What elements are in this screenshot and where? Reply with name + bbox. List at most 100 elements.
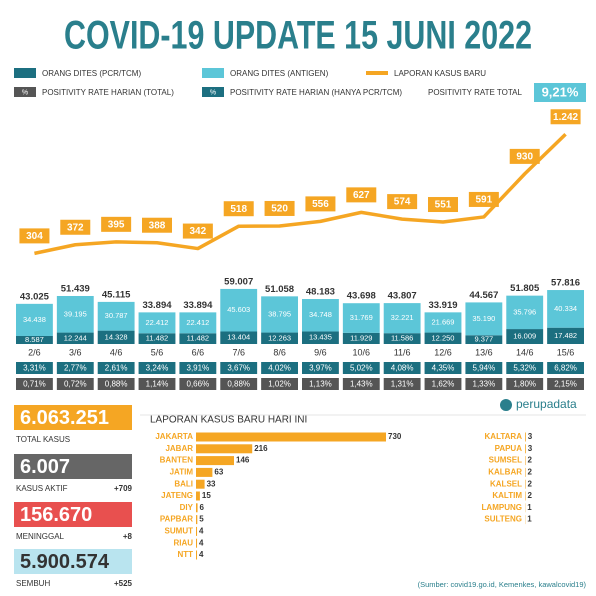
bar-antigen <box>547 290 584 328</box>
positivity-box <box>383 362 421 374</box>
cases-label: 627 <box>353 190 370 201</box>
positivity-box <box>465 378 503 390</box>
positivity-total-label: POSITIVITY RATE TOTAL <box>428 88 523 97</box>
province-value: 5 <box>199 515 204 524</box>
province-name: SUMUT <box>165 527 194 536</box>
province-bar <box>525 432 526 442</box>
stat-label: KASUS AKTIF <box>16 484 68 493</box>
stat-label: SEMBUH <box>16 579 50 588</box>
cases-label-box <box>60 219 91 235</box>
title: COVID-19 UPDATE 15 JUNI 2022 <box>64 14 532 58</box>
stat-box <box>14 405 132 430</box>
positivity-box <box>16 378 53 390</box>
province-name: RIAU <box>173 538 193 547</box>
stat-value: 6.063.251 <box>20 407 109 429</box>
province-value: 3 <box>528 444 533 453</box>
province-value: 146 <box>236 456 250 465</box>
bar-antigen <box>220 288 258 332</box>
bar-pcr <box>56 332 94 344</box>
positivity-box <box>506 378 544 390</box>
province-bar <box>196 515 198 525</box>
positivity-box <box>56 362 94 374</box>
total-label: 57.816 <box>551 278 580 289</box>
total-label: 51.058 <box>265 284 294 295</box>
positivity-value: 4,08% <box>391 364 414 373</box>
province-bar <box>196 491 200 501</box>
bar-antigen <box>16 303 53 336</box>
province-name: KALSEL <box>490 479 522 488</box>
bar-antigen <box>302 299 339 332</box>
province-name: JATIM <box>170 468 194 477</box>
stat-change: +709 <box>114 484 133 493</box>
total-label: 33.894 <box>183 300 213 311</box>
positivity-box <box>342 378 380 390</box>
bar-pcr <box>383 333 421 344</box>
antigen-label: 22.412 <box>186 318 209 327</box>
date-label: 4/6 <box>110 347 123 357</box>
positivity-box <box>302 378 339 390</box>
positivity-value: 1,33% <box>473 380 496 389</box>
cases-label: 1.242 <box>553 112 578 123</box>
date-label: 5/6 <box>151 347 164 357</box>
bar-pcr <box>97 330 135 344</box>
pcr-label: 11.482 <box>146 334 168 343</box>
legend-label: POSITIVITY RATE HARIAN (TOTAL) <box>42 88 174 97</box>
legend-swatch <box>202 68 224 78</box>
province-chart-title: LAPORAN KASUS BARU HARI INI <box>150 415 307 426</box>
cases-label: 342 <box>190 226 207 237</box>
cases-label-box <box>509 148 540 164</box>
positivity-box <box>302 362 339 374</box>
date-label: 10/6 <box>353 347 371 357</box>
legend-label: ORANG DITES (ANTIGEN) <box>230 69 329 78</box>
date-label: 9/6 <box>314 347 327 357</box>
date-label: 14/6 <box>516 347 534 357</box>
stat-label: TOTAL KASUS <box>16 435 70 444</box>
province-bar <box>525 456 526 466</box>
cases-label: 518 <box>230 204 247 215</box>
positivity-box <box>16 362 53 374</box>
bar-antigen <box>138 312 176 334</box>
positivity-value: 4,35% <box>432 364 455 373</box>
cases-label-box <box>550 109 581 125</box>
province-value: 4 <box>199 550 204 559</box>
date-label: 2/6 <box>28 347 41 357</box>
antigen-label: 40.334 <box>554 304 577 313</box>
positivity-value: 5,02% <box>350 364 373 373</box>
legend-symbol: % <box>22 89 28 96</box>
stat-change: +8 <box>123 532 133 541</box>
cases-label-box <box>19 228 50 244</box>
province-name: LAMPUNG <box>482 503 522 512</box>
positivity-value: 0,72% <box>64 380 87 389</box>
positivity-value: 1,13% <box>309 380 332 389</box>
bar-antigen <box>97 301 135 331</box>
stat-change: +525 <box>114 579 133 588</box>
date-label: 11/6 <box>394 347 411 357</box>
total-label: 48.183 <box>306 287 335 298</box>
positivity-box <box>342 362 380 374</box>
positivity-value: 1,02% <box>268 380 291 389</box>
province-value: 4 <box>199 538 204 547</box>
province-bar <box>525 479 526 489</box>
province-name: BALI <box>174 479 193 488</box>
province-name: BANTEN <box>160 456 194 465</box>
cases-label: 930 <box>516 152 533 163</box>
province-value: 15 <box>202 491 211 500</box>
positivity-total-value: 9,21% <box>542 84 579 99</box>
province-bar <box>196 456 234 466</box>
positivity-box <box>179 362 217 374</box>
positivity-box <box>220 378 258 390</box>
legend-label: LAPORAN KASUS BARU <box>394 69 486 78</box>
cases-label-box <box>223 201 254 217</box>
province-bar <box>196 550 198 560</box>
province-value: 1 <box>527 515 532 524</box>
province-bar <box>525 467 526 477</box>
positivity-value: 5,32% <box>513 364 536 373</box>
bar-pcr <box>547 327 584 344</box>
positivity-value: 2,15% <box>554 380 577 389</box>
cases-label: 395 <box>108 219 125 230</box>
positivity-value: 0,88% <box>105 380 128 389</box>
total-label: 43.698 <box>347 291 376 302</box>
positivity-box <box>97 362 135 374</box>
positivity-box <box>138 362 176 374</box>
